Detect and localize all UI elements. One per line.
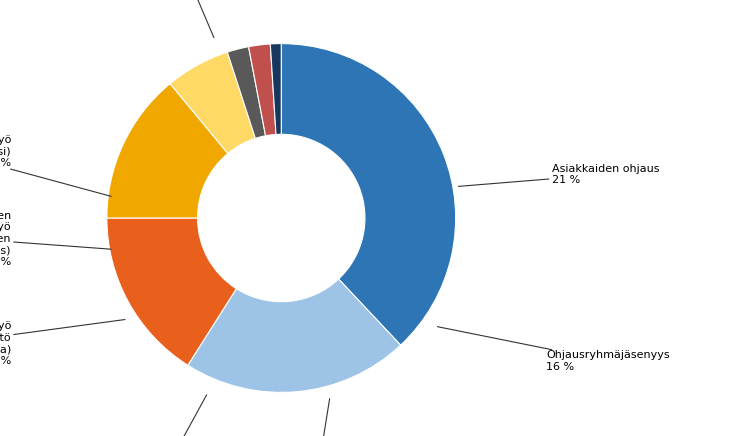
Wedge shape: [227, 47, 266, 138]
Text: Muu asiantuntijaosaamisen
vaihto
38 %: Muu asiantuntijaosaamisen vaihto 38 %: [109, 0, 262, 37]
Text: Taloudellinen yhteistyö
(tilojen käyttö
korvauksetta)
2 %: Taloudellinen yhteistyö (tilojen käyttö …: [0, 320, 125, 366]
Wedge shape: [281, 44, 456, 345]
Text: Taloudellinen yhteistyö
(henkilöstöresurssi)
1 %: Taloudellinen yhteistyö (henkilöstöresur…: [0, 135, 111, 196]
Wedge shape: [188, 279, 400, 392]
Text: Asiakkaiden ohjaus
21 %: Asiakkaiden ohjaus 21 %: [458, 164, 659, 186]
Wedge shape: [170, 52, 256, 153]
Wedge shape: [248, 44, 276, 136]
Text: Ohjausryhmäjäsenyys
16 %: Ohjausryhmäjäsenyys 16 %: [437, 327, 670, 372]
Wedge shape: [106, 218, 236, 365]
Wedge shape: [106, 84, 228, 218]
Text: Viestinnällinen
yhteistyö
6 %: Viestinnällinen yhteistyö 6 %: [127, 395, 209, 436]
Text: Tapahtumien järjestämisyhteistyö
14 %: Tapahtumien järjestämisyhteistyö 14 %: [222, 399, 410, 436]
Wedge shape: [270, 44, 281, 134]
Text: Taloudellinen
yhteistyö
(avustuksen
siirtosopimus)
2 %: Taloudellinen yhteistyö (avustuksen siir…: [0, 211, 111, 267]
